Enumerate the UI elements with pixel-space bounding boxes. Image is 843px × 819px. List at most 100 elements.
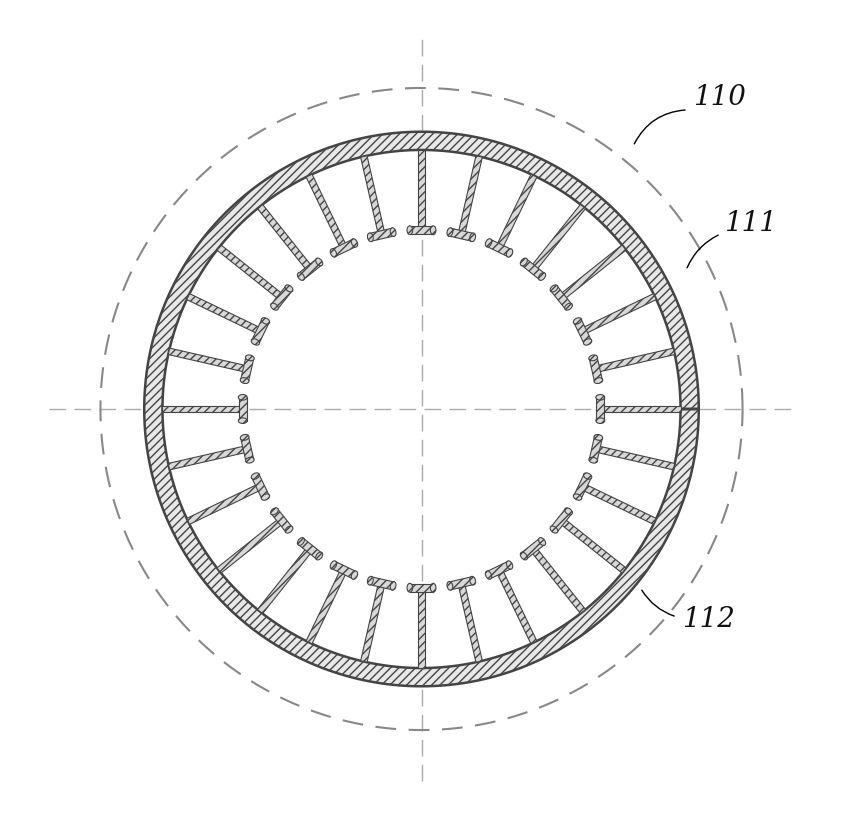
Polygon shape — [497, 175, 537, 250]
Polygon shape — [410, 584, 433, 592]
Polygon shape — [410, 227, 433, 235]
Ellipse shape — [589, 355, 598, 361]
Polygon shape — [449, 229, 474, 242]
Ellipse shape — [261, 319, 270, 324]
Polygon shape — [458, 583, 482, 663]
Polygon shape — [418, 151, 425, 231]
Ellipse shape — [298, 274, 304, 281]
Ellipse shape — [245, 458, 254, 464]
Polygon shape — [331, 240, 357, 257]
Ellipse shape — [298, 538, 304, 545]
Text: 110: 110 — [693, 84, 746, 111]
Ellipse shape — [486, 572, 491, 580]
Polygon shape — [600, 406, 680, 413]
Polygon shape — [369, 577, 394, 590]
Ellipse shape — [594, 435, 603, 441]
Polygon shape — [361, 156, 385, 236]
Ellipse shape — [285, 286, 293, 292]
Ellipse shape — [447, 229, 453, 238]
Ellipse shape — [565, 509, 572, 515]
Polygon shape — [550, 287, 572, 310]
Ellipse shape — [431, 584, 436, 592]
Ellipse shape — [573, 495, 582, 500]
Polygon shape — [298, 260, 322, 280]
Ellipse shape — [507, 561, 513, 569]
Ellipse shape — [550, 286, 558, 292]
Ellipse shape — [431, 227, 436, 235]
Ellipse shape — [596, 395, 604, 400]
Ellipse shape — [368, 233, 373, 242]
Polygon shape — [361, 583, 385, 663]
Polygon shape — [449, 577, 474, 590]
Ellipse shape — [573, 319, 582, 324]
Ellipse shape — [407, 227, 412, 235]
Ellipse shape — [352, 572, 357, 580]
Text: 112: 112 — [682, 605, 735, 632]
Polygon shape — [486, 240, 512, 257]
Ellipse shape — [539, 538, 545, 545]
Polygon shape — [559, 518, 626, 573]
Polygon shape — [521, 539, 545, 559]
Polygon shape — [241, 437, 254, 461]
Ellipse shape — [240, 378, 249, 384]
Polygon shape — [239, 398, 247, 421]
Ellipse shape — [271, 304, 278, 310]
Polygon shape — [241, 358, 254, 382]
Polygon shape — [186, 484, 262, 525]
Ellipse shape — [520, 259, 528, 266]
Polygon shape — [486, 562, 512, 579]
Polygon shape — [595, 349, 674, 373]
Polygon shape — [306, 569, 346, 644]
Ellipse shape — [520, 553, 528, 560]
Ellipse shape — [589, 458, 598, 464]
Polygon shape — [306, 175, 346, 250]
Ellipse shape — [594, 378, 603, 384]
Polygon shape — [458, 156, 482, 236]
Polygon shape — [369, 229, 394, 242]
Polygon shape — [298, 539, 322, 559]
Ellipse shape — [447, 581, 453, 590]
Ellipse shape — [330, 250, 336, 258]
Ellipse shape — [239, 395, 247, 400]
Ellipse shape — [539, 274, 545, 281]
Polygon shape — [581, 484, 657, 525]
Polygon shape — [521, 260, 545, 280]
Text: 111: 111 — [724, 210, 777, 237]
Polygon shape — [186, 294, 262, 335]
Ellipse shape — [251, 473, 260, 480]
Polygon shape — [581, 294, 657, 335]
Ellipse shape — [470, 577, 475, 586]
Ellipse shape — [390, 581, 396, 590]
Polygon shape — [418, 588, 425, 668]
Ellipse shape — [390, 229, 396, 238]
Polygon shape — [144, 133, 699, 686]
Polygon shape — [497, 569, 537, 644]
Ellipse shape — [245, 355, 254, 361]
Polygon shape — [163, 406, 243, 413]
Polygon shape — [257, 547, 313, 613]
Polygon shape — [169, 349, 248, 373]
Polygon shape — [271, 509, 293, 532]
Polygon shape — [530, 547, 586, 613]
Ellipse shape — [583, 473, 592, 480]
Polygon shape — [574, 475, 591, 500]
Polygon shape — [550, 509, 572, 532]
Ellipse shape — [596, 419, 604, 424]
Ellipse shape — [368, 577, 373, 586]
Polygon shape — [169, 446, 248, 470]
Ellipse shape — [583, 339, 592, 346]
Ellipse shape — [251, 339, 260, 346]
Polygon shape — [530, 206, 586, 272]
Ellipse shape — [285, 527, 293, 533]
Polygon shape — [252, 475, 269, 500]
Polygon shape — [595, 446, 674, 470]
Ellipse shape — [330, 561, 336, 569]
Ellipse shape — [239, 419, 247, 424]
Ellipse shape — [565, 304, 572, 310]
Ellipse shape — [261, 495, 270, 500]
Ellipse shape — [486, 239, 491, 247]
Polygon shape — [217, 246, 284, 301]
Polygon shape — [252, 319, 269, 344]
Ellipse shape — [507, 250, 513, 258]
Polygon shape — [589, 437, 602, 461]
